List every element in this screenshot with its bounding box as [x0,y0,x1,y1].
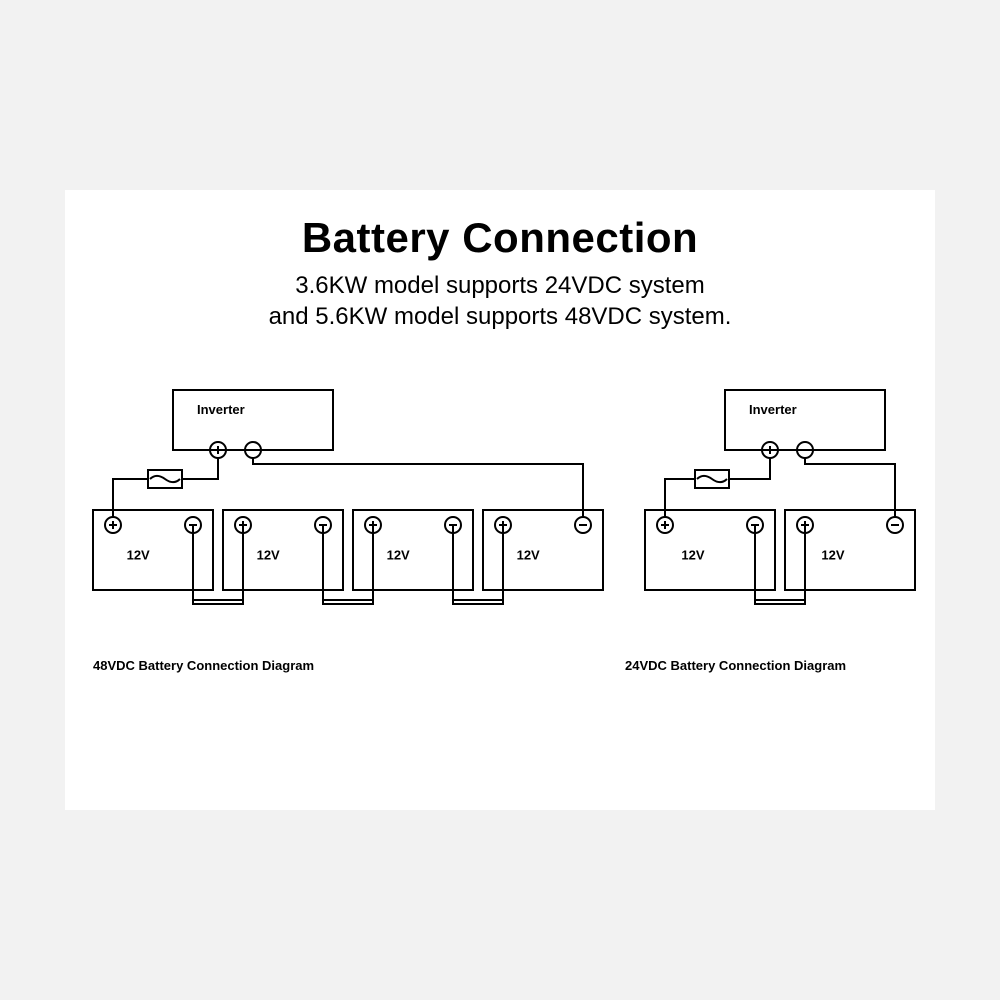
diagram-card: Battery Connection 3.6KW model supports … [65,190,935,810]
battery-row: 12V 12V 12V 12V [93,510,603,590]
diagram-48vdc: Inverter 12V 12V 12V 12V 48VDC Battery Conn… [93,390,603,673]
subtitle-line-1: 3.6KW model supports 24VDC system [295,272,705,299]
battery-label: 12V [821,548,844,563]
wires [665,458,895,604]
inverter-label: Inverter [197,402,245,417]
battery-label: 12V [681,548,704,563]
battery-label: 12V [257,548,280,563]
battery-label: 12V [517,548,540,563]
diagram-title: Battery Connection [65,190,935,262]
diagram-subtitle: 3.6KW model supports 24VDC system and 5.… [65,270,935,332]
battery-label: 12V [387,548,410,563]
fuse-icon [148,470,182,488]
caption-24vdc: 24VDC Battery Connection Diagram [625,658,846,673]
subtitle-line-2: and 5.6KW model supports 48VDC system. [269,303,732,330]
battery-label: 12V [127,548,150,563]
wires [113,458,583,604]
wiring-diagram-svg: Inverter 12V 12V 12V 12V 48VDC Battery Conn… [65,370,935,790]
caption-48vdc: 48VDC Battery Connection Diagram [93,658,314,673]
battery-row: 12V 12V [645,510,915,590]
inverter-label: Inverter [749,402,797,417]
fuse-icon [695,470,729,488]
diagram-area: Inverter 12V 12V 12V 12V 48VDC Battery Conn… [65,370,935,790]
diagram-24vdc: Inverter 12V 12V 24VDC Battery Connection… [625,390,915,673]
